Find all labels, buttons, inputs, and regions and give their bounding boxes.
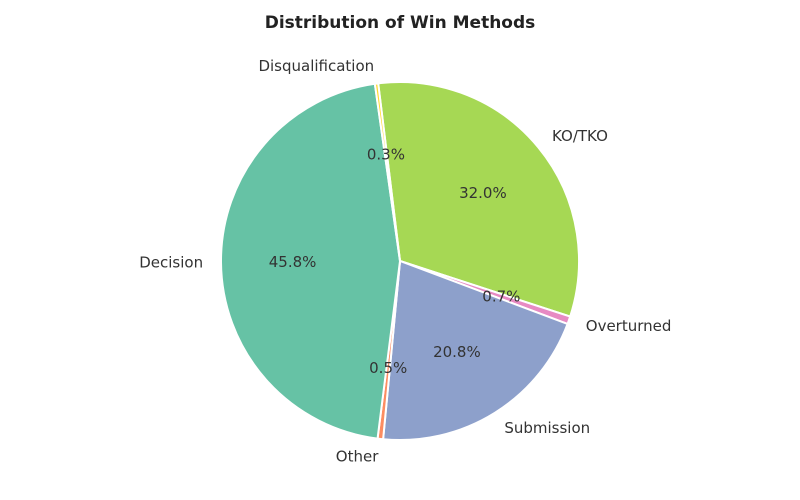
category-label-ko-tko: KO/TKO: [552, 127, 608, 145]
category-label-disqualification: Disqualification: [258, 57, 374, 75]
percent-label-disqualification: 0.3%: [367, 146, 405, 164]
percent-label-decision: 45.8%: [269, 253, 317, 271]
pie-slice-disqualification[interactable]: [373, 82, 401, 262]
pie-slice-submission[interactable]: [382, 259, 569, 441]
category-label-overturned: Overturned: [586, 317, 672, 335]
chart-title: Distribution of Win Methods: [265, 13, 536, 33]
percent-label-submission: 20.8%: [433, 343, 481, 361]
pie-category-labels: KO/TKO Overturned Submission Other Decision D…: [139, 57, 671, 466]
pie-slices: [220, 80, 580, 441]
category-label-submission: Submission: [504, 419, 590, 437]
percent-label-other: 0.5%: [369, 359, 407, 377]
pie-slice-ko-tko[interactable]: [377, 80, 580, 318]
category-label-decision: Decision: [139, 254, 203, 272]
percent-label-ko-tko: 32.0%: [459, 184, 507, 202]
pie-slice-decision[interactable]: [220, 82, 402, 440]
pie-percent-labels: 32.0% 0.7% 20.8% 0.5% 45.8% 0.3%: [269, 146, 521, 377]
percent-label-overturned: 0.7%: [482, 288, 520, 306]
category-label-other: Other: [336, 448, 379, 466]
